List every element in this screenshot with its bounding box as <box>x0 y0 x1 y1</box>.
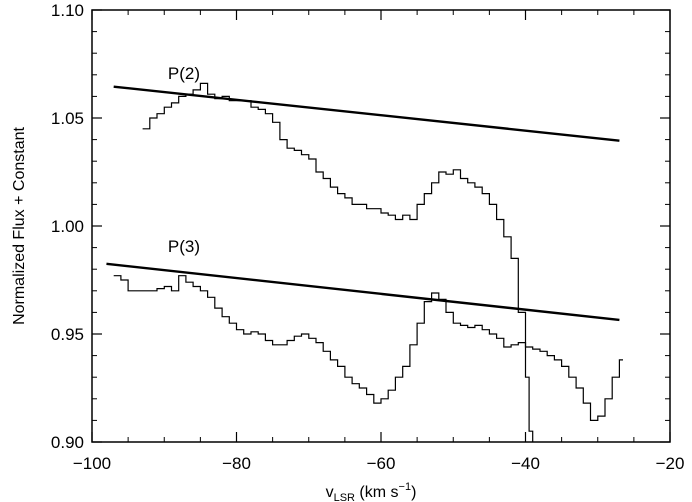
continuum-line-1 <box>113 85 620 142</box>
y-tick-label: 0.90 <box>51 433 84 452</box>
x-tick-label: −100 <box>73 454 111 473</box>
series-layer <box>113 82 623 442</box>
x-tick-label: −20 <box>656 454 685 473</box>
spectrum-series-2 <box>113 275 623 421</box>
y-tick-label: 1.10 <box>51 1 84 20</box>
x-tick-label: −40 <box>511 454 540 473</box>
y-axis-label: Normalized Flux + Constant <box>11 127 28 325</box>
axis-ticks <box>91 9 671 443</box>
x-axis-label: vLSR (km s−1) <box>326 481 417 502</box>
spectrum-series-1 <box>142 82 534 442</box>
y-tick-label: 1.05 <box>51 109 84 128</box>
annotation-label: P(3) <box>168 237 200 256</box>
y-tick-label: 1.00 <box>51 217 84 236</box>
text-layer: −100 −80 −60 −40 −20 0.90 0.95 1.00 1.05 1.10 Norm… <box>11 1 684 502</box>
continuum-line-2 <box>106 262 620 322</box>
y-tick-label: 0.95 <box>51 325 84 344</box>
annotation-label: P(2) <box>168 64 200 83</box>
x-tick-label: −80 <box>222 454 251 473</box>
reference-lines <box>106 85 620 322</box>
x-tick-label: −60 <box>367 454 396 473</box>
